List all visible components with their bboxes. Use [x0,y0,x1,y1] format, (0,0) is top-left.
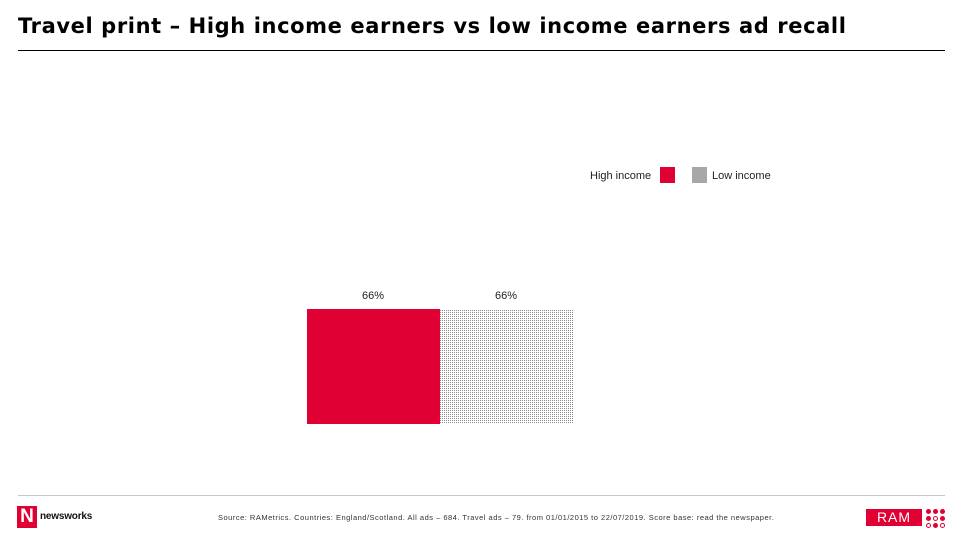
legend-label-high-income: High income [590,170,652,182]
ram-logo: RAM [866,507,946,529]
newsworks-logo: N newsworks [17,506,97,528]
data-label-low-income: 66% [495,290,517,302]
ram-logo-dots [924,507,945,529]
legend-swatch-high-income [660,167,675,183]
source-note: Source: RAMetrics. Countries: England/Sc… [218,513,775,522]
bar-high-income [307,309,440,424]
ram-logo-text: RAM [866,509,922,526]
data-label-high-income: 66% [362,290,384,302]
chart-legend: High income Low income [560,166,790,186]
bar-low-income [440,309,573,424]
legend-label-low-income: Low income [712,170,771,182]
footer-divider [18,495,945,496]
newsworks-logo-mark: N [17,506,37,528]
title-divider [18,50,945,51]
legend-swatch-low-income [692,167,707,183]
page-title: Travel print – High income earners vs lo… [18,14,847,38]
newsworks-logo-text: newsworks [40,511,93,522]
